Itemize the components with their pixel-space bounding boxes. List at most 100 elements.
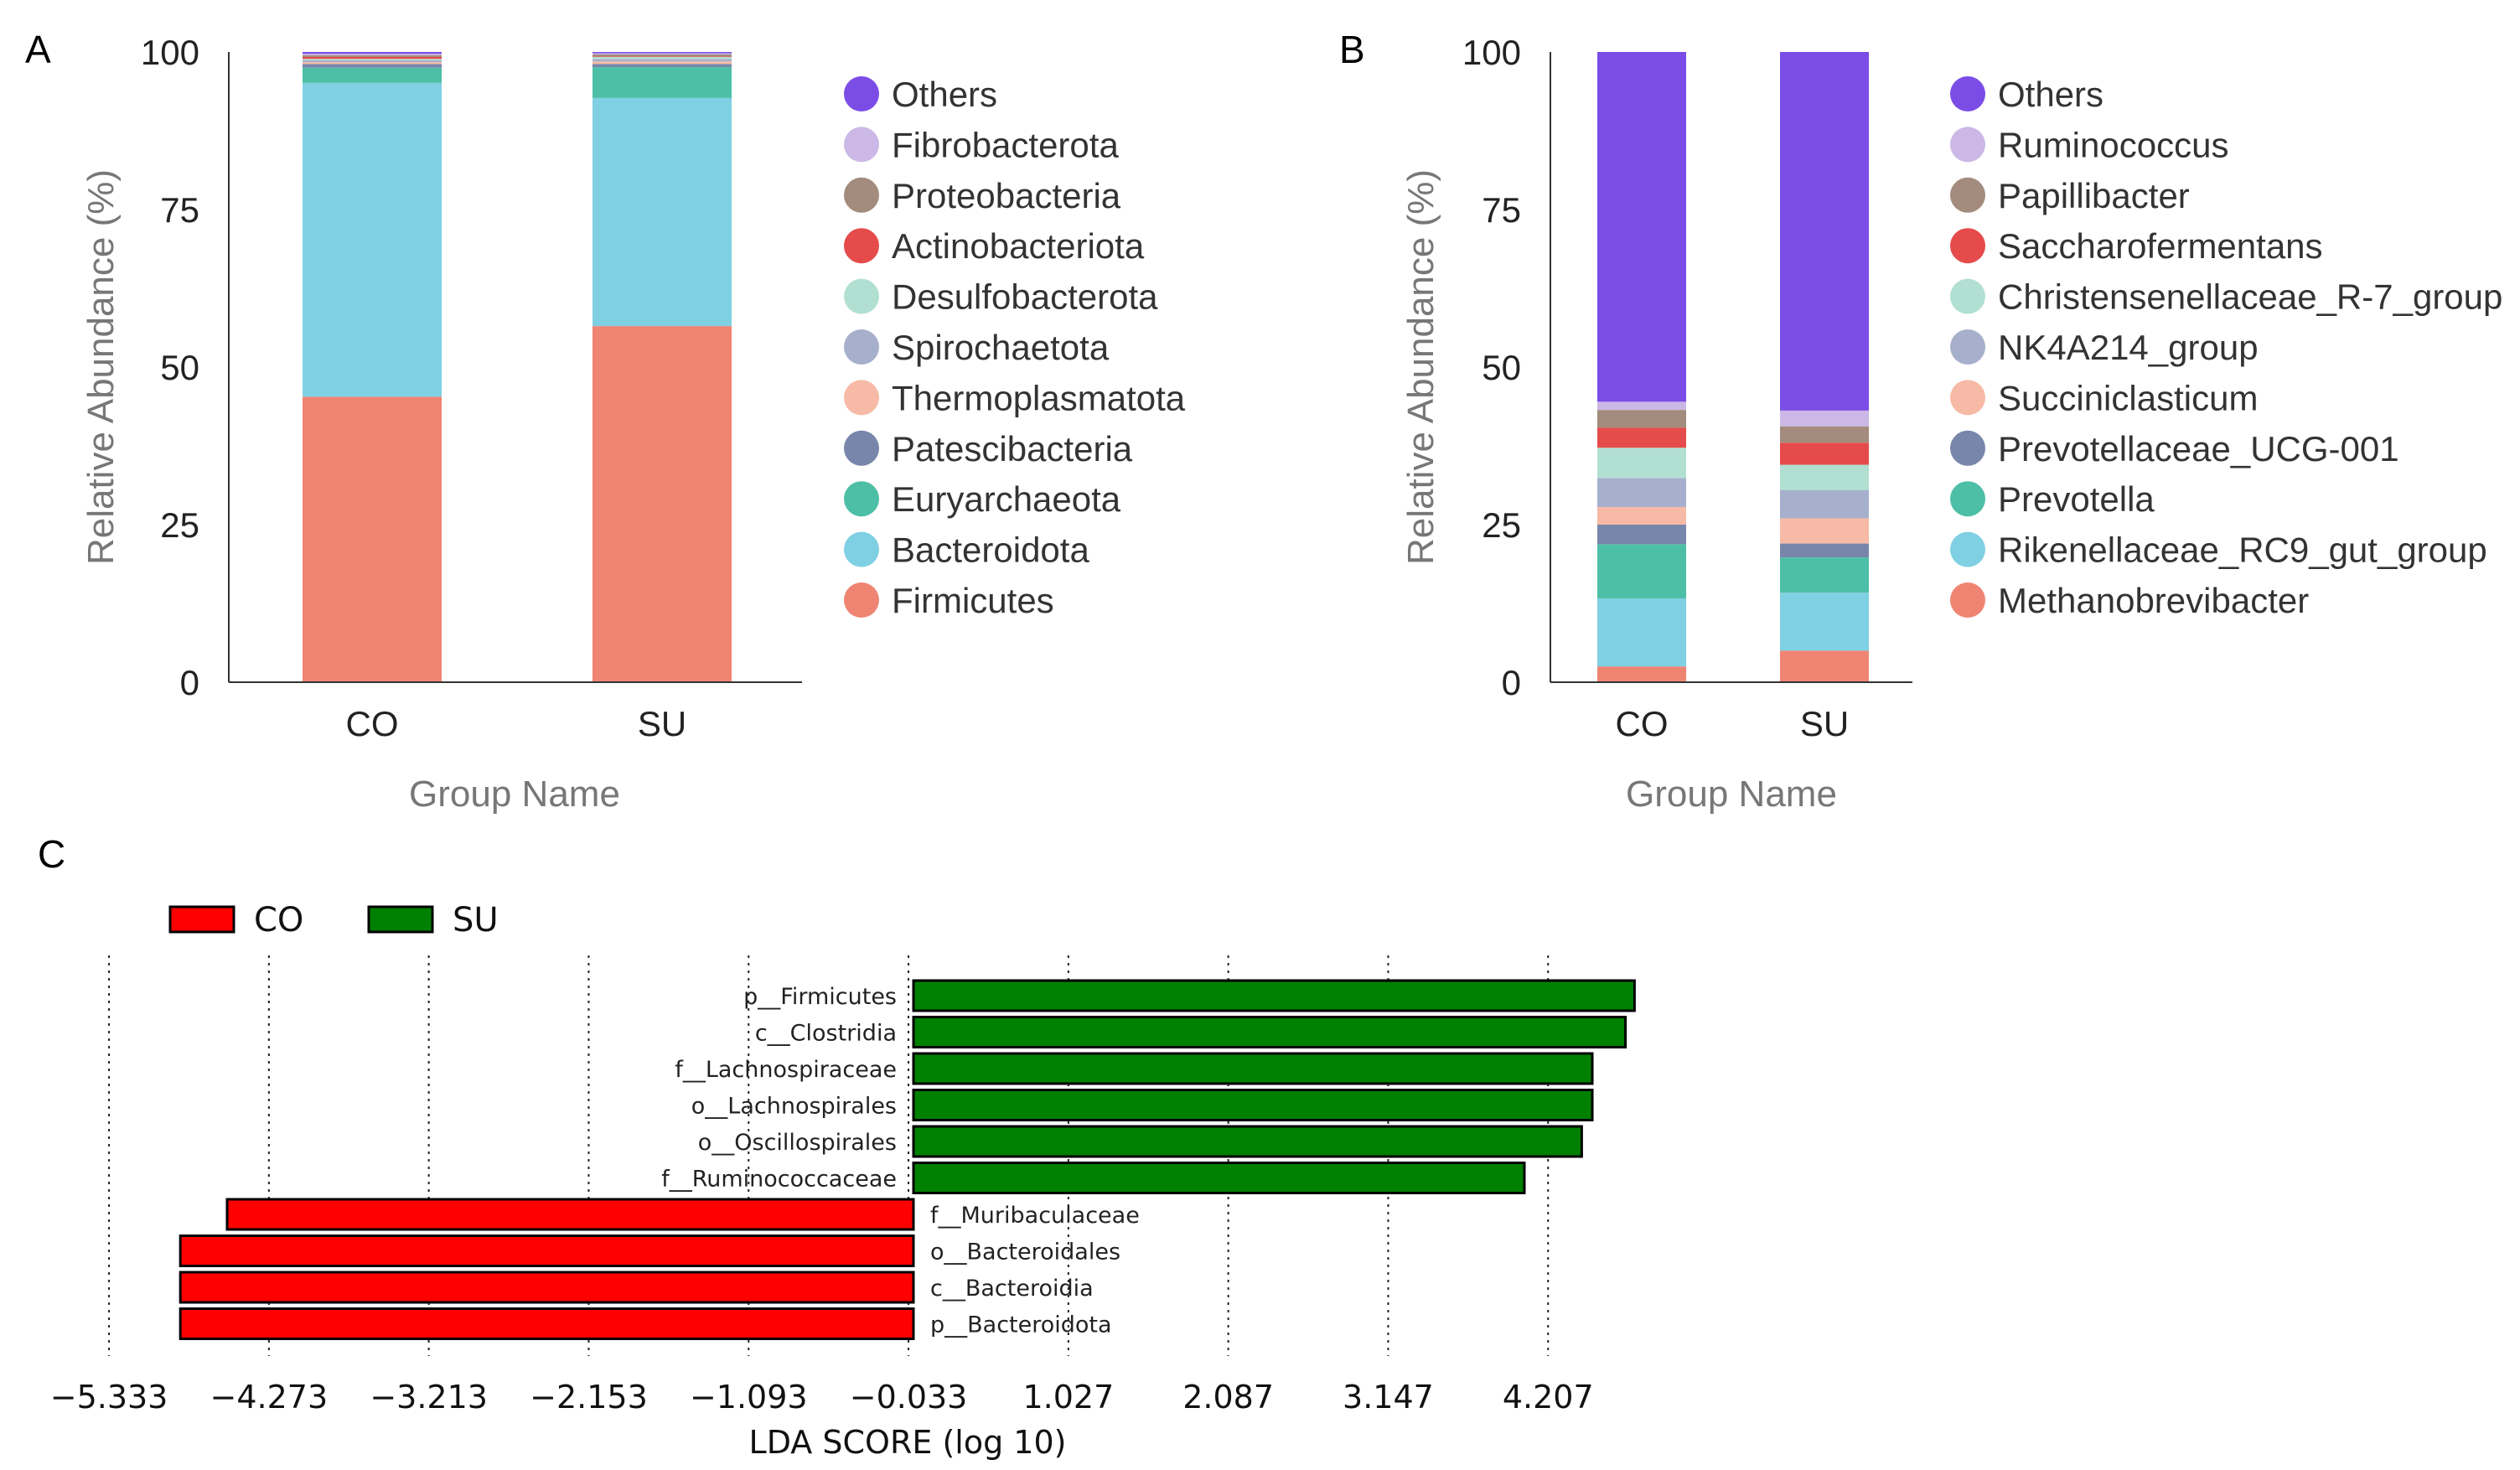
panela-legend-label-fibrobacterota: Fibrobacterota — [892, 125, 1119, 164]
panel-c-bar-f-ruminococcaceae — [912, 1162, 1526, 1194]
panel-b-x-axis-label: Group Name — [1626, 774, 1837, 815]
panelb-bar-co-succiniclasticum — [1597, 506, 1686, 525]
panela-bar-co-firmicutes — [303, 396, 442, 682]
panel-a-y-axis-label: Relative Abundance (%) — [80, 169, 122, 565]
panelb-bar-su-methanobrevibacter — [1780, 650, 1869, 682]
panelb-y-tick-0: 0 — [1502, 663, 1521, 702]
panel-c-lda-chart: CO SU p__Firmicutes c__Clostridia f__Lachno… — [50, 901, 1636, 1461]
panelb-bar-co-ruminococcus — [1597, 401, 1686, 411]
panelb-bar-su-prevotella — [1780, 557, 1869, 593]
panel-a-legend: Others Fibrobacterota Proteobacteria Actino… — [844, 75, 1186, 620]
panel-c-legend-label-su: SU — [453, 901, 499, 939]
panelb-legend-label-nk4a214-group: NK4A214_group — [1998, 328, 2259, 367]
panelb-bar-co-methanobrevibacter — [1597, 666, 1686, 682]
panel-c-x-tick-2: −3.213 — [370, 1379, 488, 1416]
panelb-x-tick-co: CO — [1616, 704, 1669, 743]
panelb-legend-marker-saccharofermentans — [1950, 228, 1985, 264]
panela-legend-marker-proteobacteria — [844, 177, 879, 213]
panelb-legend-marker-others — [1950, 76, 1985, 111]
panelb-bar-co-christensenellaceae-r-7-group — [1597, 448, 1686, 479]
panela-legend-label-thermoplasmatota: Thermoplasmatota — [892, 378, 1186, 417]
panel-c-bar-f-muribaculaceae — [225, 1198, 915, 1231]
panela-legend-label-desulfobacterota: Desulfobacterota — [892, 277, 1158, 317]
panelb-bar-co-prevotella — [1597, 544, 1686, 598]
panel-c-x-tick-6: 1.027 — [1022, 1379, 1114, 1416]
panel-c-x-tick-1: −4.273 — [210, 1379, 329, 1416]
panel-c-bar-label-o-oscillospirales: o__Oscillospirales — [698, 1130, 897, 1156]
panel-c-bar-p-firmicutes — [912, 979, 1636, 1012]
panelb-bar-co-papillibacter — [1597, 410, 1686, 428]
panel-c-bar-label-p-bacteroidota: p__Bacteroidota — [930, 1312, 1112, 1338]
panel-letter-c: C — [38, 832, 65, 876]
panela-legend-marker-spirochaetota — [844, 329, 879, 365]
panela-bar-co-fibrobacterota — [303, 54, 442, 55]
panela-bar-co-actinobacteriota — [303, 57, 442, 60]
panel-c-bar-p-bacteroidota — [179, 1307, 915, 1340]
panela-legend-label-bacteroidota: Bacteroidota — [892, 531, 1089, 570]
panela-bar-co-desulfobacterota — [303, 59, 442, 60]
panela-bar-co-euryarchaeota — [303, 67, 442, 83]
panela-legend-marker-firmicutes — [844, 582, 879, 618]
panela-bar-su-actinobacteriota — [592, 56, 732, 58]
panelb-y-tick-100: 100 — [1462, 33, 1521, 72]
panela-bar-su-firmicutes — [592, 326, 732, 682]
panelb-bar-su-saccharofermentans — [1780, 443, 1869, 465]
panela-bar-su-thermoplasmatota — [592, 61, 732, 65]
panel-c-bar-f-lachnospiraceae — [912, 1052, 1594, 1085]
panel-c-bar-label-f-ruminococcaceae: f__Ruminococcaceae — [661, 1167, 897, 1193]
panela-bar-su-spirochaetota — [592, 59, 732, 62]
panelb-legend-label-others: Others — [1998, 75, 2103, 114]
panel-c-x-tick-3: −2.153 — [530, 1379, 648, 1416]
panela-x-tick-su: SU — [638, 704, 686, 743]
panel-a-y-ticks: 0 25 50 75 100 — [141, 33, 199, 702]
panel-c-bar-o-lachnospirales — [912, 1089, 1594, 1121]
panela-bar-co-patescibacteria — [303, 64, 442, 68]
panela-bar-co-others — [303, 52, 442, 54]
panel-c-x-tick-5: −0.033 — [850, 1379, 968, 1416]
panelb-bar-co-others — [1597, 52, 1686, 402]
panela-legend-marker-others — [844, 76, 879, 111]
panel-c-bar-label-o-lachnospirales: o__Lachnospirales — [691, 1094, 897, 1120]
panel-c-legend: CO SU — [168, 901, 499, 939]
panel-a-stacked-bar-chart: 0 25 50 75 100 CO SU Relative Abundance (%) G… — [80, 33, 1186, 815]
panel-b-x-ticks: CO SU — [1616, 704, 1850, 743]
panelb-bar-su-papillibacter — [1780, 426, 1869, 443]
panelb-bar-su-others — [1780, 52, 1869, 411]
panel-c-legend-swatch-co — [168, 905, 235, 934]
panelb-bar-su-christensenellaceae-r-7-group — [1780, 464, 1869, 490]
panela-x-tick-co: CO — [346, 704, 399, 743]
panela-bar-su-patescibacteria — [592, 64, 732, 68]
panelb-bar-co-saccharofermentans — [1597, 427, 1686, 448]
panel-a-x-ticks: CO SU — [346, 704, 687, 743]
panelb-legend-label-papillibacter: Papillibacter — [1998, 176, 2190, 215]
panelb-legend-label-methanobrevibacter: Methanobrevibacter — [1998, 581, 2309, 620]
panel-c-bars: p__Firmicutes c__Clostridia f__Lachnospira… — [179, 979, 1636, 1340]
panel-c-bar-c-bacteroidia — [179, 1271, 915, 1304]
panel-a-bars — [303, 52, 732, 682]
panela-y-tick-100: 100 — [141, 33, 199, 72]
panel-c-bar-label-p-firmicutes: p__Firmicutes — [743, 984, 897, 1010]
panela-legend-marker-desulfobacterota — [844, 278, 879, 314]
panel-b-y-ticks: 0 25 50 75 100 — [1462, 33, 1521, 702]
panela-legend-label-euryarchaeota: Euryarchaeota — [892, 479, 1121, 519]
panela-bar-su-bacteroidota — [592, 97, 732, 327]
panela-legend-label-others: Others — [892, 75, 997, 114]
panela-bar-su-desulfobacterota — [592, 57, 732, 60]
panel-c-bar-label-c-bacteroidia: c__Bacteroidia — [930, 1276, 1094, 1302]
panela-bar-su-proteobacteria — [592, 54, 732, 57]
panelb-legend-marker-succiniclasticum — [1950, 380, 1985, 416]
panela-legend-label-spirochaetota: Spirochaetota — [892, 328, 1110, 367]
panel-c-x-tick-9: 4.207 — [1503, 1379, 1594, 1416]
panel-c-x-tick-7: 2.087 — [1182, 1379, 1274, 1416]
panel-c-bar-c-clostridia — [912, 1016, 1627, 1048]
panelb-legend-label-saccharofermentans: Saccharofermentans — [1998, 226, 2323, 266]
panelb-legend-marker-rikenellaceae-rc9-gut-group — [1950, 531, 1985, 567]
panelb-legend-label-ruminococcus: Ruminococcus — [1998, 125, 2228, 164]
panel-c-x-tick-4: −1.093 — [690, 1379, 808, 1416]
panelb-legend-marker-methanobrevibacter — [1950, 582, 1985, 618]
panelb-bar-su-ruminococcus — [1780, 410, 1869, 427]
panel-b-y-axis-label: Relative Abundance (%) — [1400, 169, 1441, 565]
panela-legend-marker-patescibacteria — [844, 430, 879, 466]
panelb-bar-co-nk4a214-group — [1597, 478, 1686, 507]
panelb-bar-su-rikenellaceae-rc9-gut-group — [1780, 593, 1869, 651]
